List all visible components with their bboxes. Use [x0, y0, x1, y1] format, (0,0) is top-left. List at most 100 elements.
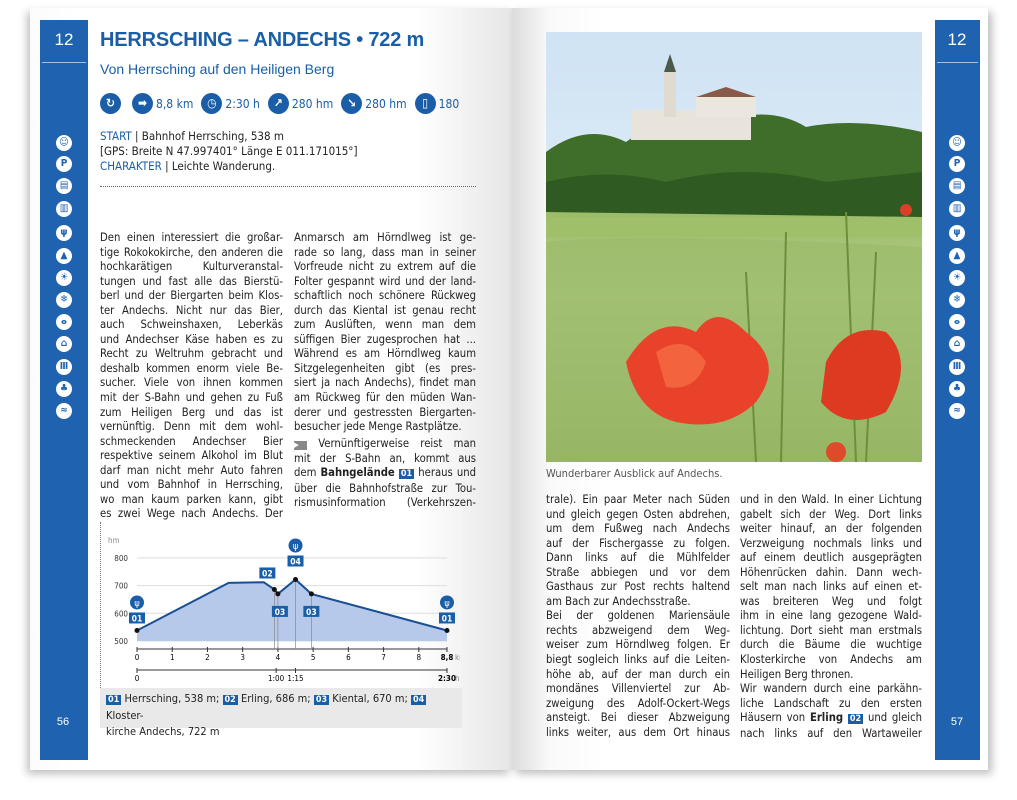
text-line: süffigen Bier zugesprochen hat ...: [294, 332, 476, 346]
elevation-area: [137, 579, 447, 641]
waypoint-badge-label: 01: [132, 614, 143, 624]
text-line: wo man kaum parken kann, gibt: [100, 492, 283, 506]
start-text: | Bahnhof Herrsching, 538 m: [131, 129, 284, 143]
map-icon: ▯: [414, 93, 436, 114]
snowflake-icon: ❄: [56, 292, 72, 308]
text-line: Heiligen Berg thronen.: [740, 667, 854, 681]
text-line: und in den Wald. In einer Lichtung: [740, 493, 922, 506]
text-line: Den einen interessiert die großar-: [100, 231, 283, 244]
page-title: HERRSCHING – ANDECHS • 722 m: [100, 29, 425, 51]
text-line: es zwei Wege nach Andechs. Der: [100, 507, 283, 521]
arrow-icon: ▶: [294, 441, 307, 450]
descent-icon: ↘: [341, 93, 363, 114]
text-line: zum Heiligen Berg und das ist: [100, 405, 283, 419]
right-column-2b: Häusern von Erling 02 und gleich nach li…: [740, 711, 922, 740]
text-line: Folter gespannt wird und der land-: [294, 274, 476, 288]
divider: [937, 62, 978, 63]
restaurant-icon: [288, 538, 303, 553]
text-line: Höhenrücken dahin. Dann wech-: [740, 565, 922, 579]
tour-info: START | Bahnhof Herrsching, 538 m [GPS: …: [100, 129, 358, 174]
page-number-left: 56: [56, 716, 70, 728]
signpost-icon: ➡: [132, 93, 153, 114]
x-tick-label: 4: [276, 653, 281, 662]
text-line: sucher. Viele von ihnen kommen: [100, 376, 283, 390]
elevation-profile-chart: hm5006007008000123456788,8km01:001:152:3…: [108, 536, 460, 683]
waypoint-badge-label: 03: [275, 608, 286, 618]
text-line: Anmarsch am Hörndlweg ist ge-: [294, 231, 476, 244]
text-line: zweigung des Adolf-Ockert-Wegs: [546, 696, 730, 710]
text-line: biegt sogleich links auf die Leiten-: [546, 653, 730, 667]
waypoint-badge: 02: [847, 714, 864, 724]
legend-text: Herrsching, 538 m;: [124, 692, 220, 705]
stat-3: ↗ 280 hm: [267, 93, 333, 114]
legend-text: Kloster-: [106, 709, 144, 722]
text-line: Während es am Hörndlweg kaum: [294, 347, 476, 361]
dotted-divider: [100, 186, 476, 187]
left-column-1: Den einen interessiert die großar-tige R…: [100, 231, 283, 522]
waypoint-badge: [439, 612, 455, 624]
text-line: liche Landschaft zu den ersten: [740, 696, 922, 710]
text-line: trale). Ein paar Meter nach Süden: [546, 493, 730, 506]
text-line: Sitzgelegenheiten gibt (es pres-: [294, 361, 476, 375]
bicycle-icon: ⴰ: [56, 314, 72, 330]
text-line: schmeckenden Andechser Bier: [100, 434, 283, 448]
ascent-icon: ↗: [267, 93, 289, 114]
chart-divider: [100, 522, 101, 688]
stat-1: ➡ 8,8 km: [132, 93, 193, 114]
y-axis-label: hm: [108, 536, 120, 545]
text-line: tungen und fast alle das Bierstü-: [100, 274, 283, 288]
time-tick-label: 2:30: [438, 674, 456, 683]
restaurant-icon-glyph: ψ: [293, 542, 298, 552]
left-page: [30, 8, 512, 770]
hut-icon: ⌂: [949, 336, 965, 352]
time-tick-label: 1:00: [268, 674, 285, 683]
parking-icon: P: [56, 156, 72, 172]
text-line: Dann links auf die Mühlfelder: [546, 551, 730, 565]
text-line: und gleich gegen Osten abdrehen,: [546, 507, 730, 521]
child-icon: ☺: [949, 135, 965, 151]
sun-icon: ☀: [949, 270, 965, 286]
text-line: auch Schweinshaxen, Leberkäs: [100, 318, 283, 332]
character-label: CHARAKTER: [100, 159, 162, 173]
text-line: tige Rokokokirche, den anderen die: [100, 245, 283, 259]
character-text: | Leichte Wanderung.: [161, 159, 276, 173]
text-line: auf einem deutlich ausgeprägten: [740, 551, 922, 565]
waypoint-marker: [275, 591, 281, 597]
stat-value: 180: [438, 96, 460, 111]
text-line: ter Andechs. Nicht nur das Bier,: [100, 303, 283, 317]
bus-icon: ▤: [949, 178, 965, 194]
text-line: deshalb kommen enorm viele Be-: [100, 361, 283, 375]
text-line: Recht zu Weltruhm gebracht und: [100, 347, 283, 361]
text-line: links weiter, aus dem Ort hinaus: [546, 725, 730, 739]
hut-icon: ⌂: [56, 336, 72, 352]
child-icon: ☺: [56, 135, 72, 151]
restaurant-icon-glyph: ψ: [444, 599, 449, 609]
time-unit: h: [455, 674, 460, 683]
stat-5: ▯ 180: [414, 93, 460, 114]
text-line: ihm in eine lang gezogene Wald-: [740, 609, 922, 623]
sun-icon: ☀: [56, 270, 72, 286]
x-tick-label: 2: [205, 653, 210, 662]
text-line: am Rückweg für den müden Wan-: [294, 391, 476, 405]
start-label: START: [100, 129, 132, 143]
waypoint-badge: [259, 567, 276, 579]
legend-badge: 02: [222, 695, 238, 705]
left-column-2: Anmarsch am Hörndlweg ist ge-rade so lan…: [294, 231, 476, 435]
mountain-hut-icon: ▲: [949, 248, 965, 264]
bicycle-icon: ⴰ: [949, 314, 965, 330]
photo-caption: Wunderbarer Ausblick auf Andechs.: [546, 467, 723, 480]
text-line: weiser zum Hörndlweg folgen. Er: [546, 638, 730, 652]
time-tick-label: 0: [135, 674, 140, 683]
text-line: zum Auslüften, wenn man dem: [294, 318, 476, 332]
text-line: lichtung. Dort sieht man erstmals: [740, 623, 922, 637]
stat-4: ↘ 280 hm: [341, 93, 407, 114]
waypoint-marker: [308, 591, 314, 597]
waypoint-badge-label: 01: [442, 614, 453, 624]
text-line: durch die Bäume die wuchtige: [740, 638, 922, 652]
waypoint-marker: [271, 586, 277, 592]
text-line: gabelt sich der Weg. Dort links: [740, 507, 922, 521]
text-line: rade so lang, dass man in seiner: [294, 245, 476, 259]
stat-value: 8,8 km: [156, 96, 194, 111]
text-line: ansteigt. Bei dieser Abzweigung: [546, 711, 730, 725]
y-tick-label: 600: [114, 609, 128, 618]
